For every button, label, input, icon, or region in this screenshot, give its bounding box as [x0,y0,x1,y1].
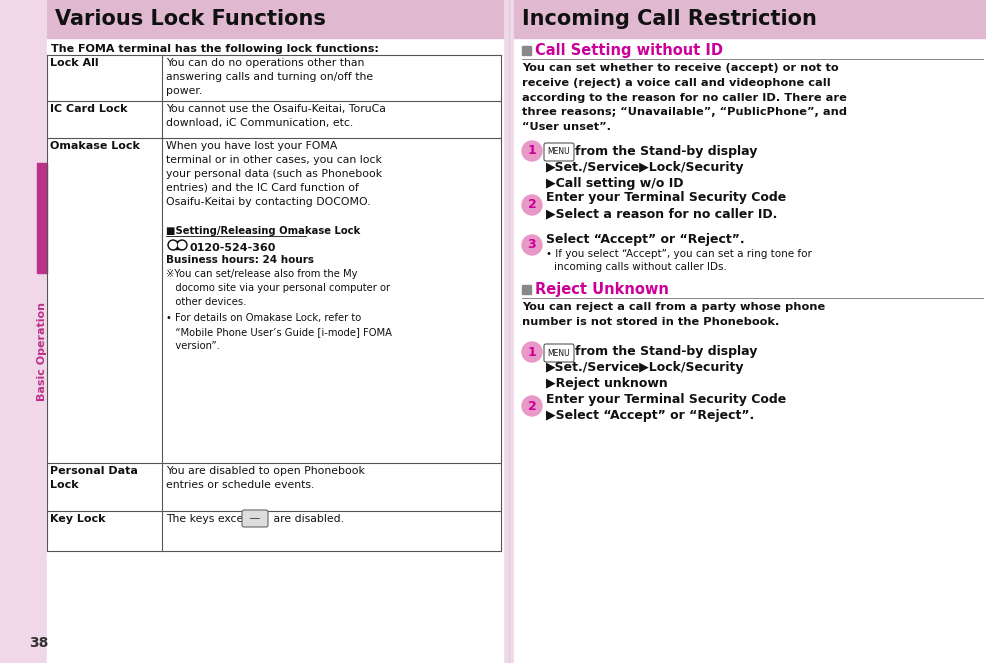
Text: ▶Reject unknown: ▶Reject unknown [545,377,668,391]
Text: You can do no operations other than
answering calls and turning on/off the
power: You can do no operations other than answ… [166,58,373,96]
Text: Enter your Terminal Security Code: Enter your Terminal Security Code [545,392,786,406]
Bar [514,0,986,38]
Text: Personal Data
Lock: Personal Data Lock [50,466,138,490]
Text: ▶Call setting w/o ID: ▶Call setting w/o ID [545,176,683,190]
Text: 2: 2 [528,400,535,412]
Circle shape [176,240,186,250]
Text: 1: 1 [528,145,535,158]
Text: Enter your Terminal Security Code: Enter your Terminal Security Code [545,192,786,204]
Bar [522,46,530,55]
Text: Incoming Call Restriction: Incoming Call Restriction [522,9,816,29]
Text: 3: 3 [528,239,535,251]
Circle shape [522,396,541,416]
Text: You are disabled to open Phonebook
entries or schedule events.: You are disabled to open Phonebook entri… [166,466,365,490]
Circle shape [168,240,177,250]
Circle shape [170,241,176,249]
Bar [514,0,986,663]
Text: Call Setting without ID: Call Setting without ID [534,43,723,58]
Text: Select “Accept” or “Reject”.: Select “Accept” or “Reject”. [545,233,743,245]
Text: IC Card Lock: IC Card Lock [50,104,127,114]
FancyBboxPatch shape [543,344,574,362]
Text: from the Stand-by display: from the Stand-by display [575,345,756,359]
Text: • If you select “Accept”, you can set a ring tone for: • If you select “Accept”, you can set a … [545,249,811,259]
Bar [522,285,530,294]
Text: You can reject a call from a party whose phone
number is not stored in the Phone: You can reject a call from a party whose… [522,302,824,327]
Text: 0120-524-360: 0120-524-360 [188,243,275,253]
Text: ▶Select “Accept” or “Reject”.: ▶Select “Accept” or “Reject”. [545,408,753,422]
Text: are disabled.: are disabled. [270,514,344,524]
Text: Basic Operation: Basic Operation [36,302,47,401]
Text: Key Lock: Key Lock [50,514,106,524]
Circle shape [522,235,541,255]
Text: from the Stand-by display: from the Stand-by display [575,145,756,158]
Bar [47,0,503,663]
Text: Reject Unknown: Reject Unknown [534,282,669,297]
Text: ―: ― [249,514,259,524]
Text: ※You can set/release also from the My
   docomo site via your personal computer : ※You can set/release also from the My do… [166,269,389,307]
Bar [47,0,503,38]
Bar [36,163,47,273]
Circle shape [522,141,541,161]
Text: MENU: MENU [547,349,570,357]
Text: • For details on Omakase Lock, refer to
   “Mobile Phone User’s Guide [i-mode] F: • For details on Omakase Lock, refer to … [166,313,391,351]
Text: ■Setting/Releasing Omakase Lock: ■Setting/Releasing Omakase Lock [166,226,360,236]
Circle shape [178,241,185,249]
Text: The FOMA terminal has the following lock functions:: The FOMA terminal has the following lock… [51,44,379,54]
Circle shape [522,195,541,215]
Circle shape [522,342,541,362]
Text: 2: 2 [528,198,535,211]
Text: MENU: MENU [547,147,570,156]
FancyBboxPatch shape [543,143,574,161]
Text: When you have lost your FOMA
terminal or in other cases, you can lock
your perso: When you have lost your FOMA terminal or… [166,141,382,207]
Text: Various Lock Functions: Various Lock Functions [55,9,325,29]
Text: The keys except: The keys except [166,514,254,524]
Text: ▶Set./Service▶Lock/Security: ▶Set./Service▶Lock/Security [545,160,743,174]
Text: Business hours: 24 hours: Business hours: 24 hours [166,255,314,265]
Text: Omakase Lock: Omakase Lock [50,141,140,151]
Text: ▶Set./Service▶Lock/Security: ▶Set./Service▶Lock/Security [545,361,743,375]
Text: incoming calls without caller IDs.: incoming calls without caller IDs. [553,262,726,272]
Text: 1: 1 [528,345,535,359]
Text: ▶Select a reason for no caller ID.: ▶Select a reason for no caller ID. [545,208,777,221]
Bar [173,241,181,249]
Text: You cannot use the Osaifu-Keitai, ToruCa
download, iC Communication, etc.: You cannot use the Osaifu-Keitai, ToruCa… [166,104,386,128]
Text: You can set whether to receive (accept) or not to
receive (reject) a voice call : You can set whether to receive (accept) … [522,63,846,132]
Text: 38: 38 [30,636,48,650]
FancyBboxPatch shape [242,510,268,527]
Text: Lock All: Lock All [50,58,99,68]
